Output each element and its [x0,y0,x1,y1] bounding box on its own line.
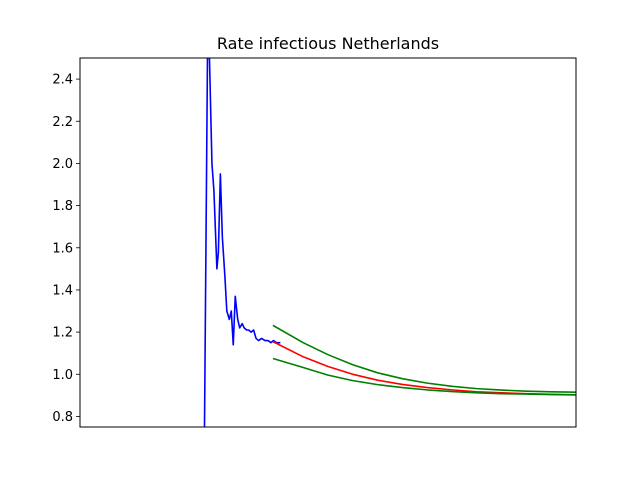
series-line-1 [203,58,281,427]
y-tick-label: 1.0 [52,368,73,383]
series-line-3 [272,324,576,394]
y-tick-label: 2.4 [52,73,73,88]
y-tick-label: 1.2 [52,326,73,341]
y-tick-label: 2.0 [52,157,73,172]
y-tick-label: 2.2 [52,115,73,130]
y-tick-label: 0.8 [52,410,73,425]
series-line-4 [272,357,576,396]
y-tick-label: 1.8 [52,199,73,214]
y-tick-label: 1.4 [52,283,73,298]
chart-title: Rate infectious Netherlands [217,34,439,53]
y-axis: 0.8 1.0 1.2 1.4 1.6 1.8 2.0 2.2 2.4 [52,73,80,425]
plot-frame [79,57,577,428]
series-layer [203,58,576,427]
y-tick-label: 1.6 [52,241,73,256]
